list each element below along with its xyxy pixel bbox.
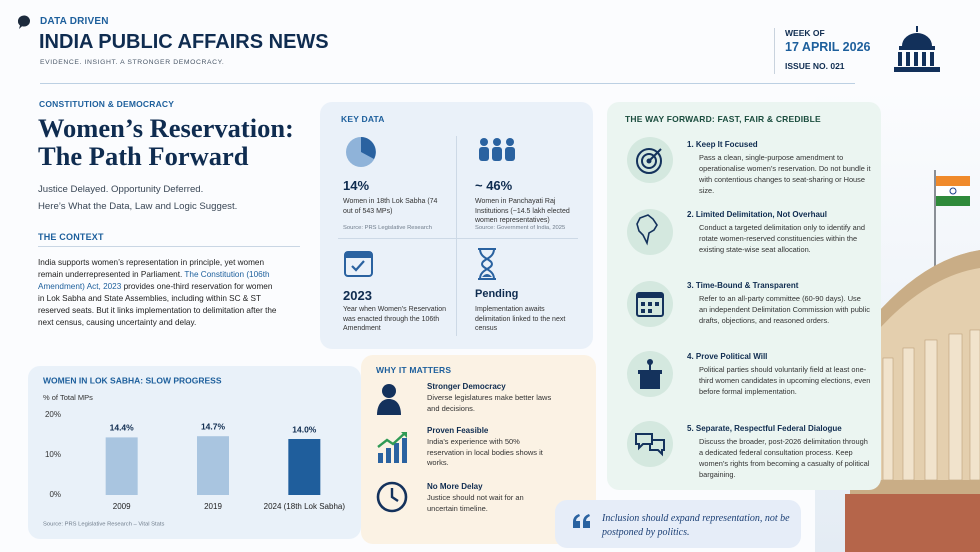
- stat-description: Women in 18th Lok Sabha (74 out of 543 M…: [343, 198, 438, 215]
- value-label: 14.7%: [201, 421, 226, 431]
- clock-icon: [376, 481, 408, 513]
- quote-mark: [573, 514, 590, 528]
- chart-source: Source: PRS Legislative Research – Vital…: [43, 522, 164, 528]
- y-axis-label: % of Total MPs: [43, 393, 93, 402]
- article-title: Women’s Reservation: The Path Forward: [38, 114, 294, 170]
- brand: DATA DRIVEN: [40, 16, 109, 27]
- bar: [288, 439, 321, 495]
- subtitle-line: Here’s What the Data, Law and Logic Sugg…: [38, 201, 238, 212]
- quote-text: Inclusion should expand representation, …: [602, 513, 790, 538]
- tagline: EVIDENCE. INSIGHT. A STRONGER DEMOCRACY.: [40, 59, 225, 66]
- masthead: INDIA PUBLIC AFFAIRS NEWS: [39, 31, 329, 53]
- step-title: 3. Time-Bound & Transparent: [687, 281, 799, 290]
- step-title: 2. Limited Delimitation, Not Overhaul: [687, 210, 828, 219]
- step-title: 1. Keep It Focused: [687, 140, 758, 149]
- y-tick-label: 10%: [45, 450, 61, 459]
- context-text: India supports women’s representation in…: [38, 257, 278, 329]
- key-data-card: KEY DATA 14% Women in 18th Lok Sabha (74…: [320, 102, 593, 349]
- step-text: Pass a clean, single-purpose amendment t…: [699, 153, 871, 195]
- calendar-icon: [344, 251, 373, 277]
- value-label: 14.0%: [292, 424, 317, 434]
- header-rule: [40, 83, 855, 84]
- title-line: The Path Forward: [38, 141, 249, 171]
- stat-value: 14%: [343, 178, 370, 193]
- bar: [105, 437, 138, 495]
- why-heading: WHY IT MATTERS: [376, 365, 452, 375]
- text: provides one-third reservation for women…: [38, 282, 277, 327]
- stat-value: Pending: [475, 288, 519, 300]
- divider: [338, 238, 578, 239]
- divider: [456, 136, 457, 336]
- stat-description: Year when Women’s Reservation was enacte…: [343, 306, 446, 332]
- way-forward-card: THE WAY FORWARD: FAST, FAIR & CREDIBLE 1…: [607, 102, 881, 490]
- reason-text: India’s experience with 50% reservation …: [427, 437, 543, 467]
- reason-title: Proven Feasible: [427, 426, 489, 435]
- x-tick-label: 2019: [204, 502, 222, 511]
- issue-date: 17 APRIL 2026: [785, 40, 871, 54]
- x-tick-label: 2024 (18th Lok Sabha): [264, 502, 346, 511]
- article-subtitle: Justice Delayed. Opportunity Deferred. H…: [38, 181, 237, 215]
- text: India supports women’s representation in…: [38, 258, 265, 279]
- stat-description: Implementation awaits delimitation linke…: [475, 306, 566, 332]
- step-text: Political parties should voluntarily fie…: [699, 365, 871, 396]
- reason-title: No More Delay: [427, 482, 483, 491]
- chart-title: WOMEN IN LOK SABHA: SLOW PROGRESS: [43, 375, 222, 385]
- rule: [38, 246, 300, 247]
- link[interactable]: The Constitution (106th Amendment) Act, …: [38, 270, 270, 291]
- context-heading: THE CONTEXT: [38, 232, 104, 242]
- divider: [774, 28, 775, 74]
- step-text: Refer to an all-party committee (60-90 d…: [699, 294, 870, 325]
- value-label: 14.4%: [110, 423, 135, 433]
- stat-source: Source: Government of India, 2025: [475, 225, 566, 231]
- reason-title: Stronger Democracy: [427, 382, 506, 391]
- stat-value: ~ 46%: [475, 178, 513, 193]
- title-line: Women’s Reservation:: [38, 113, 294, 143]
- growth-icon: [377, 432, 407, 463]
- parliament-icon: [894, 26, 940, 72]
- subtitle-line: Justice Delayed. Opportunity Deferred.: [38, 184, 204, 195]
- stat-source: Source: PRS Legislative Research: [343, 225, 432, 231]
- logo: [17, 15, 30, 29]
- bar: [197, 436, 229, 495]
- quote-box: Inclusion should expand representation, …: [555, 500, 801, 548]
- hourglass-icon: [478, 248, 496, 280]
- step-text: Conduct a targeted delimitation only to …: [699, 223, 865, 254]
- way-forward-heading: THE WAY FORWARD: FAST, FAIR & CREDIBLE: [625, 114, 821, 124]
- y-tick-label: 20%: [45, 410, 61, 419]
- speaker-icon: [377, 384, 401, 415]
- step-title: 5. Separate, Respectful Federal Dialogue: [687, 424, 842, 433]
- key-data-heading: KEY DATA: [341, 114, 385, 124]
- kicker: CONSTITUTION & DEMOCRACY: [39, 99, 175, 109]
- reason-text: Justice should not wait for an uncertain…: [427, 493, 524, 513]
- issue-number: ISSUE NO. 021: [785, 61, 845, 71]
- step-text: Discuss the broader, post-2026 delimitat…: [699, 437, 870, 479]
- step-icons: [627, 137, 673, 467]
- y-tick-label: 0%: [49, 490, 61, 499]
- stat-value: 2023: [343, 288, 372, 303]
- pie-icon: [346, 137, 376, 167]
- x-tick-label: 2009: [113, 502, 131, 511]
- chart: WOMEN IN LOK SABHA: SLOW PROGRESS % of T…: [43, 375, 346, 528]
- people-icon: [479, 138, 515, 161]
- step-title: 4. Prove Political Will: [687, 352, 768, 361]
- reason-text: Diverse legislatures make better laws an…: [427, 393, 552, 413]
- stat-description: Women in Panchayati Raj Institutions (~1…: [475, 198, 570, 224]
- week-label: WEEK OF: [785, 28, 825, 38]
